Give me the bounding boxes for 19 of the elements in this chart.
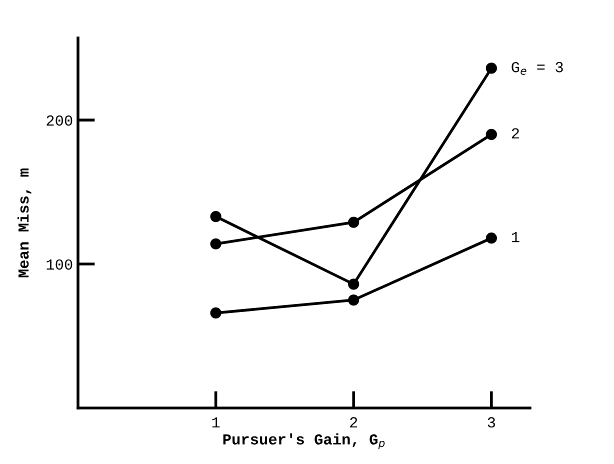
point — [348, 294, 360, 306]
x-tick-label: 3 — [488, 417, 496, 428]
point — [486, 232, 497, 244]
series-label: 1 — [512, 232, 520, 242]
point — [210, 307, 222, 319]
point — [486, 62, 497, 74]
y-axis-title: Mean Miss, m — [18, 168, 32, 278]
x-tick-label: 2 — [350, 417, 358, 428]
point — [348, 216, 360, 228]
y-tick-label: 200 — [46, 115, 72, 126]
x-tick-label: 1 — [212, 417, 220, 428]
point — [210, 210, 222, 222]
point — [210, 238, 222, 250]
point — [348, 278, 360, 290]
y-tick-label: 100 — [46, 259, 72, 270]
series-label: G$_{e}$ = 3 — [512, 62, 563, 75]
series-label: 2 — [512, 128, 519, 138]
x-axis-title: Pursuer's Gain, G$_{p}$ — [223, 433, 385, 450]
point — [486, 128, 497, 140]
